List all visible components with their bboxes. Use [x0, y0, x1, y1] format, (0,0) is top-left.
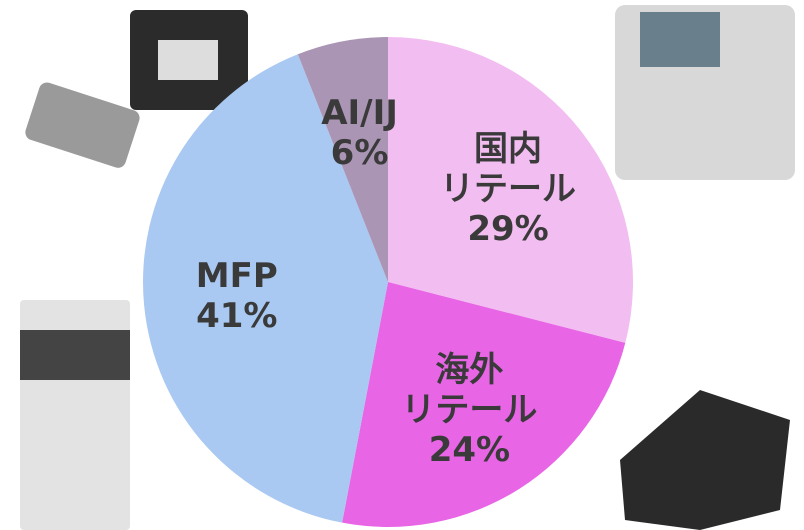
page: 国内 リテール29% 海外 リテール24% MFP41% AI/IJ6%	[0, 0, 804, 530]
value-label: 24%	[401, 430, 537, 470]
category-label: MFP	[196, 256, 278, 296]
value-label: 41%	[196, 296, 278, 336]
print-head	[23, 80, 141, 170]
category-label: AI/IJ	[321, 93, 398, 133]
label-printer-paper	[158, 40, 218, 80]
category-label: 海外 リテール	[401, 350, 537, 430]
value-label: 6%	[321, 133, 398, 173]
pos-screen	[640, 12, 720, 67]
value-label: 29%	[440, 209, 576, 249]
mfp-panel	[20, 330, 130, 380]
category-label: 国内 リテール	[440, 129, 576, 209]
pos-tablet	[620, 390, 790, 530]
